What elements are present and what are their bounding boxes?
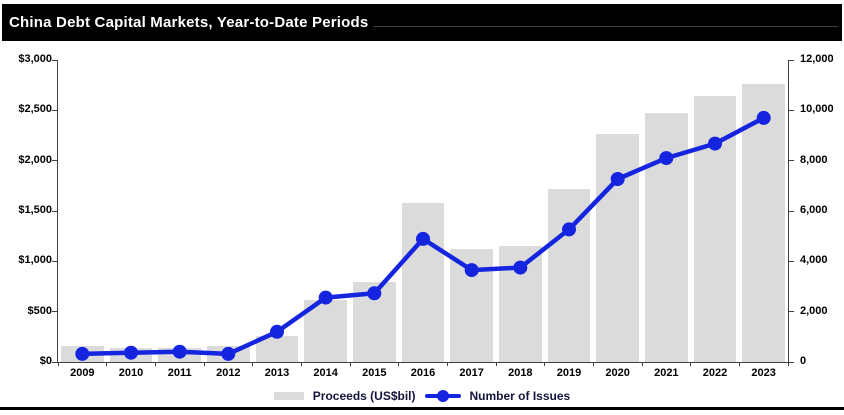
x-axis-year-label: 2009: [70, 367, 95, 379]
x-axis-tick: [641, 362, 643, 366]
x-axis-year-label: 2021: [654, 367, 679, 379]
issues-data-point: [464, 263, 479, 278]
legend-proceeds-label: Proceeds (US$bil): [312, 389, 416, 403]
x-axis-tick: [690, 362, 692, 366]
left-axis-tick: [52, 59, 57, 61]
chart-title: China Debt Capital Markets, Year-to-Date…: [9, 14, 369, 31]
left-axis-tick-label: $2,500: [18, 103, 52, 116]
left-axis-tick-label: $3,000: [18, 53, 52, 65]
left-axis-tick-label: $1,500: [18, 204, 52, 216]
proceeds-bar: [401, 202, 445, 362]
left-axis-tick: [52, 109, 57, 111]
issues-data-point: [318, 290, 333, 305]
right-axis-tick-label: 2,000: [800, 304, 828, 317]
x-axis-tick: [398, 362, 400, 366]
right-axis-tick-label: 4,000: [800, 254, 828, 267]
plot-area: $0 $500 $1,000 $1,500 $2,000 $2,500 $3,000 0 2,0…: [18, 53, 833, 379]
left-axis-tick: [52, 361, 57, 363]
right-axis-tick-label: 0: [800, 355, 807, 367]
x-axis-year-label: 2017: [459, 367, 484, 379]
x-axis-tick: [252, 362, 254, 366]
issues-data-point: [562, 222, 576, 237]
x-axis-tick: [495, 362, 497, 366]
issues-data-point: [659, 151, 674, 166]
x-axis-tick: [592, 362, 594, 366]
legend-issues-label: Number of Issues: [469, 389, 571, 403]
x-axis-tick: [349, 362, 351, 366]
legend-line-dot-icon: [436, 390, 449, 402]
issues-data-point: [124, 345, 138, 360]
x-axis-year-label: 2022: [702, 367, 728, 379]
issues-data-point: [416, 231, 430, 246]
left-axis-tick: [52, 160, 57, 162]
issues-data-point: [610, 172, 625, 186]
left-axis-tick: [52, 210, 57, 212]
issues-data-point: [75, 346, 90, 361]
chart-title-bar: China Debt Capital Markets, Year-to-Date…: [2, 4, 842, 41]
proceeds-bar: [742, 84, 786, 362]
issues-data-point: [221, 346, 236, 361]
right-axis-tick: [789, 59, 794, 61]
legend: Proceeds (US$bil) Number of Issues: [0, 389, 844, 403]
issues-data-point: [513, 260, 528, 275]
x-axis-tick: [446, 362, 448, 366]
x-axis-year-label: 2015: [362, 367, 387, 379]
right-axis-tick: [789, 109, 794, 111]
x-axis-tick: [203, 362, 205, 366]
right-axis-tick-label: 8,000: [800, 153, 828, 166]
x-axis-year-label: 2014: [313, 367, 338, 379]
x-axis-tick: [57, 362, 59, 366]
x-axis-year-label: 2023: [751, 367, 776, 379]
x-axis-tick: [787, 362, 789, 366]
x-axis-tick: [300, 362, 302, 366]
x-axis-year-label: 2016: [410, 367, 436, 379]
x-axis-tick: [106, 362, 108, 366]
right-axis-tick: [789, 260, 794, 262]
issues-data-point: [270, 324, 284, 339]
left-axis-tick: [52, 260, 57, 262]
left-axis-tick-label: $2,000: [18, 153, 52, 166]
issues-data-point: [172, 344, 187, 359]
x-axis-year-label: 2012: [216, 367, 241, 379]
right-axis-tick-label: 10,000: [800, 103, 834, 116]
legend-line-swatch: [424, 390, 461, 402]
issues-line-series: [75, 110, 771, 361]
x-axis-year-label: 2020: [605, 367, 630, 379]
x-axis-year-label: 2011: [167, 367, 192, 379]
left-axis-tick-label: $0: [39, 355, 52, 367]
title-rule-line: [373, 26, 838, 27]
x-axis-year-label: 2013: [264, 367, 290, 379]
bottom-rule: [0, 407, 844, 410]
left-axis-tick-label: $1,000: [18, 254, 52, 267]
x-axis-tick: [544, 362, 546, 366]
legend-bar-swatch: [273, 392, 304, 400]
right-axis-tick: [789, 210, 794, 212]
right-axis-tick: [789, 311, 794, 313]
right-axis-tick-label: 6,000: [800, 204, 828, 216]
issues-data-point: [756, 110, 771, 125]
issues-data-point: [367, 286, 382, 301]
x-axis-year-label: 2010: [118, 367, 144, 379]
left-axis-tick-label: $500: [27, 304, 52, 317]
right-axis-tick: [789, 160, 794, 162]
issues-data-point: [708, 136, 722, 151]
right-axis-tick: [789, 361, 794, 363]
left-axis-tick: [52, 311, 57, 313]
right-axis-tick-label: 12,000: [800, 53, 834, 65]
x-axis-tick: [154, 362, 156, 366]
x-axis-year-label: 2018: [508, 367, 533, 379]
x-axis-tick: [738, 362, 740, 366]
x-axis-year-label: 2019: [556, 367, 582, 379]
